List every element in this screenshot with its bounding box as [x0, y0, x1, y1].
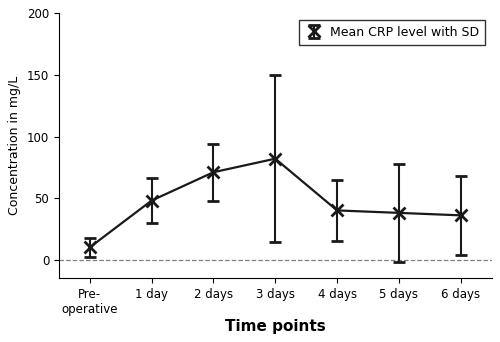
X-axis label: Time points: Time points — [225, 319, 326, 334]
Y-axis label: Concentration in mg/L: Concentration in mg/L — [8, 76, 22, 215]
Legend: Mean CRP level with SD: Mean CRP level with SD — [299, 19, 486, 45]
